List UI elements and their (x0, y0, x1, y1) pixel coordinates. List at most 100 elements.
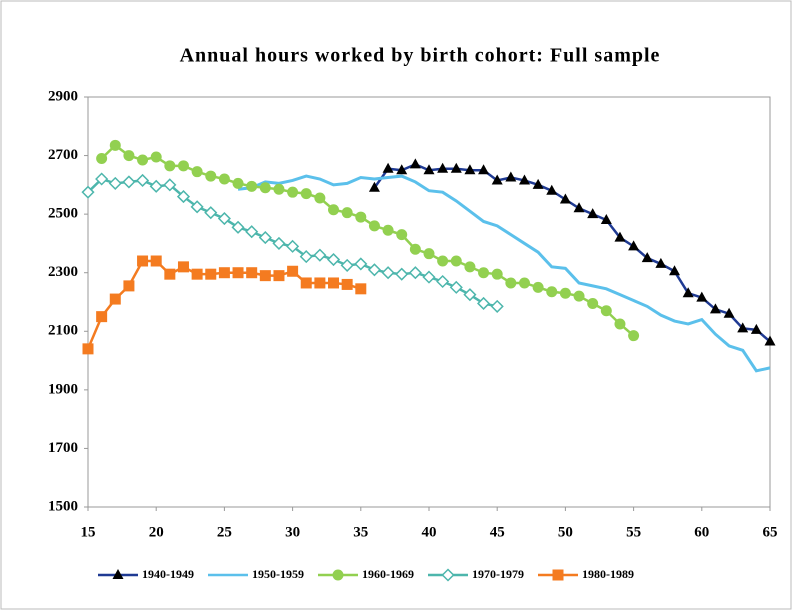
marker (395, 267, 409, 281)
legend-item: 1940-1949 (98, 567, 194, 581)
marker (246, 267, 258, 279)
marker (137, 255, 149, 267)
marker (205, 268, 217, 280)
marker (176, 190, 191, 204)
y-tick-label: 2100 (48, 323, 78, 339)
marker (723, 307, 735, 318)
marker (655, 257, 667, 268)
marker (191, 268, 203, 280)
x-tick-label: 50 (558, 524, 573, 540)
marker (532, 281, 544, 293)
legend-label: 1970-1979 (472, 567, 524, 581)
marker (177, 160, 189, 172)
marker (491, 174, 503, 185)
x-tick-label: 60 (694, 524, 709, 540)
legend-label: 1950-1959 (252, 567, 304, 581)
marker (258, 231, 272, 245)
x-tick-label: 15 (81, 524, 96, 540)
marker (232, 177, 244, 189)
marker (313, 248, 327, 262)
marker (273, 270, 285, 282)
marker (245, 225, 259, 239)
marker (340, 258, 354, 272)
y-tick-label: 1700 (48, 440, 78, 456)
marker (437, 255, 449, 267)
marker (109, 139, 121, 151)
marker (259, 270, 271, 282)
x-tick-label: 35 (353, 524, 368, 540)
marker (341, 207, 353, 219)
marker (422, 270, 436, 284)
series (82, 255, 367, 355)
marker (518, 277, 530, 289)
marker (354, 257, 368, 271)
y-tick-label: 2700 (48, 147, 78, 163)
marker (246, 180, 258, 192)
marker (409, 243, 421, 255)
marker (96, 153, 108, 164)
marker (750, 323, 762, 334)
legend-label: 1940-1949 (142, 567, 194, 581)
y-tick-label: 1500 (48, 498, 78, 514)
y-tick-label: 1900 (48, 381, 78, 397)
chart-title: Annual hours worked by birth cohort: Ful… (180, 45, 661, 67)
marker (314, 192, 326, 204)
marker (559, 287, 571, 299)
marker (273, 183, 285, 195)
marker (614, 231, 626, 242)
marker (764, 335, 776, 346)
marker (286, 239, 300, 253)
marker (682, 287, 694, 298)
marker (409, 158, 421, 169)
marker (423, 164, 435, 175)
marker (299, 250, 313, 264)
marker (123, 280, 135, 292)
series-line (100, 143, 635, 337)
marker (478, 267, 490, 279)
marker (505, 277, 517, 289)
marker (737, 322, 749, 333)
marker (218, 173, 230, 185)
marker (149, 179, 163, 193)
marker (505, 171, 517, 182)
legend-item: 1960-1969 (318, 567, 414, 581)
marker (552, 569, 564, 581)
x-tick-label: 25 (217, 524, 232, 540)
marker (163, 178, 177, 192)
marker (177, 261, 189, 273)
marker (300, 188, 312, 200)
marker (491, 268, 503, 280)
marker (381, 266, 395, 280)
legend-label: 1960-1969 (362, 567, 414, 581)
marker (464, 261, 476, 273)
x-tick-label: 30 (285, 524, 300, 540)
marker (190, 200, 204, 214)
marker (614, 318, 626, 330)
marker (441, 568, 455, 582)
series (96, 139, 640, 342)
marker (326, 252, 341, 267)
marker (205, 170, 217, 182)
series (368, 158, 776, 346)
marker (573, 290, 585, 302)
marker (436, 274, 450, 289)
marker (476, 296, 491, 311)
marker (450, 255, 462, 267)
marker (464, 164, 476, 175)
marker (259, 182, 271, 194)
marker (628, 240, 640, 251)
marker (368, 220, 380, 232)
marker (341, 278, 353, 290)
marker (532, 178, 544, 189)
x-tick-label: 45 (490, 524, 505, 540)
marker (628, 330, 640, 342)
marker (218, 267, 230, 279)
marker (367, 263, 382, 277)
marker (314, 277, 326, 289)
marker (328, 277, 340, 289)
marker (123, 150, 135, 162)
marker (587, 297, 599, 309)
marker (355, 211, 367, 223)
marker (449, 280, 463, 294)
